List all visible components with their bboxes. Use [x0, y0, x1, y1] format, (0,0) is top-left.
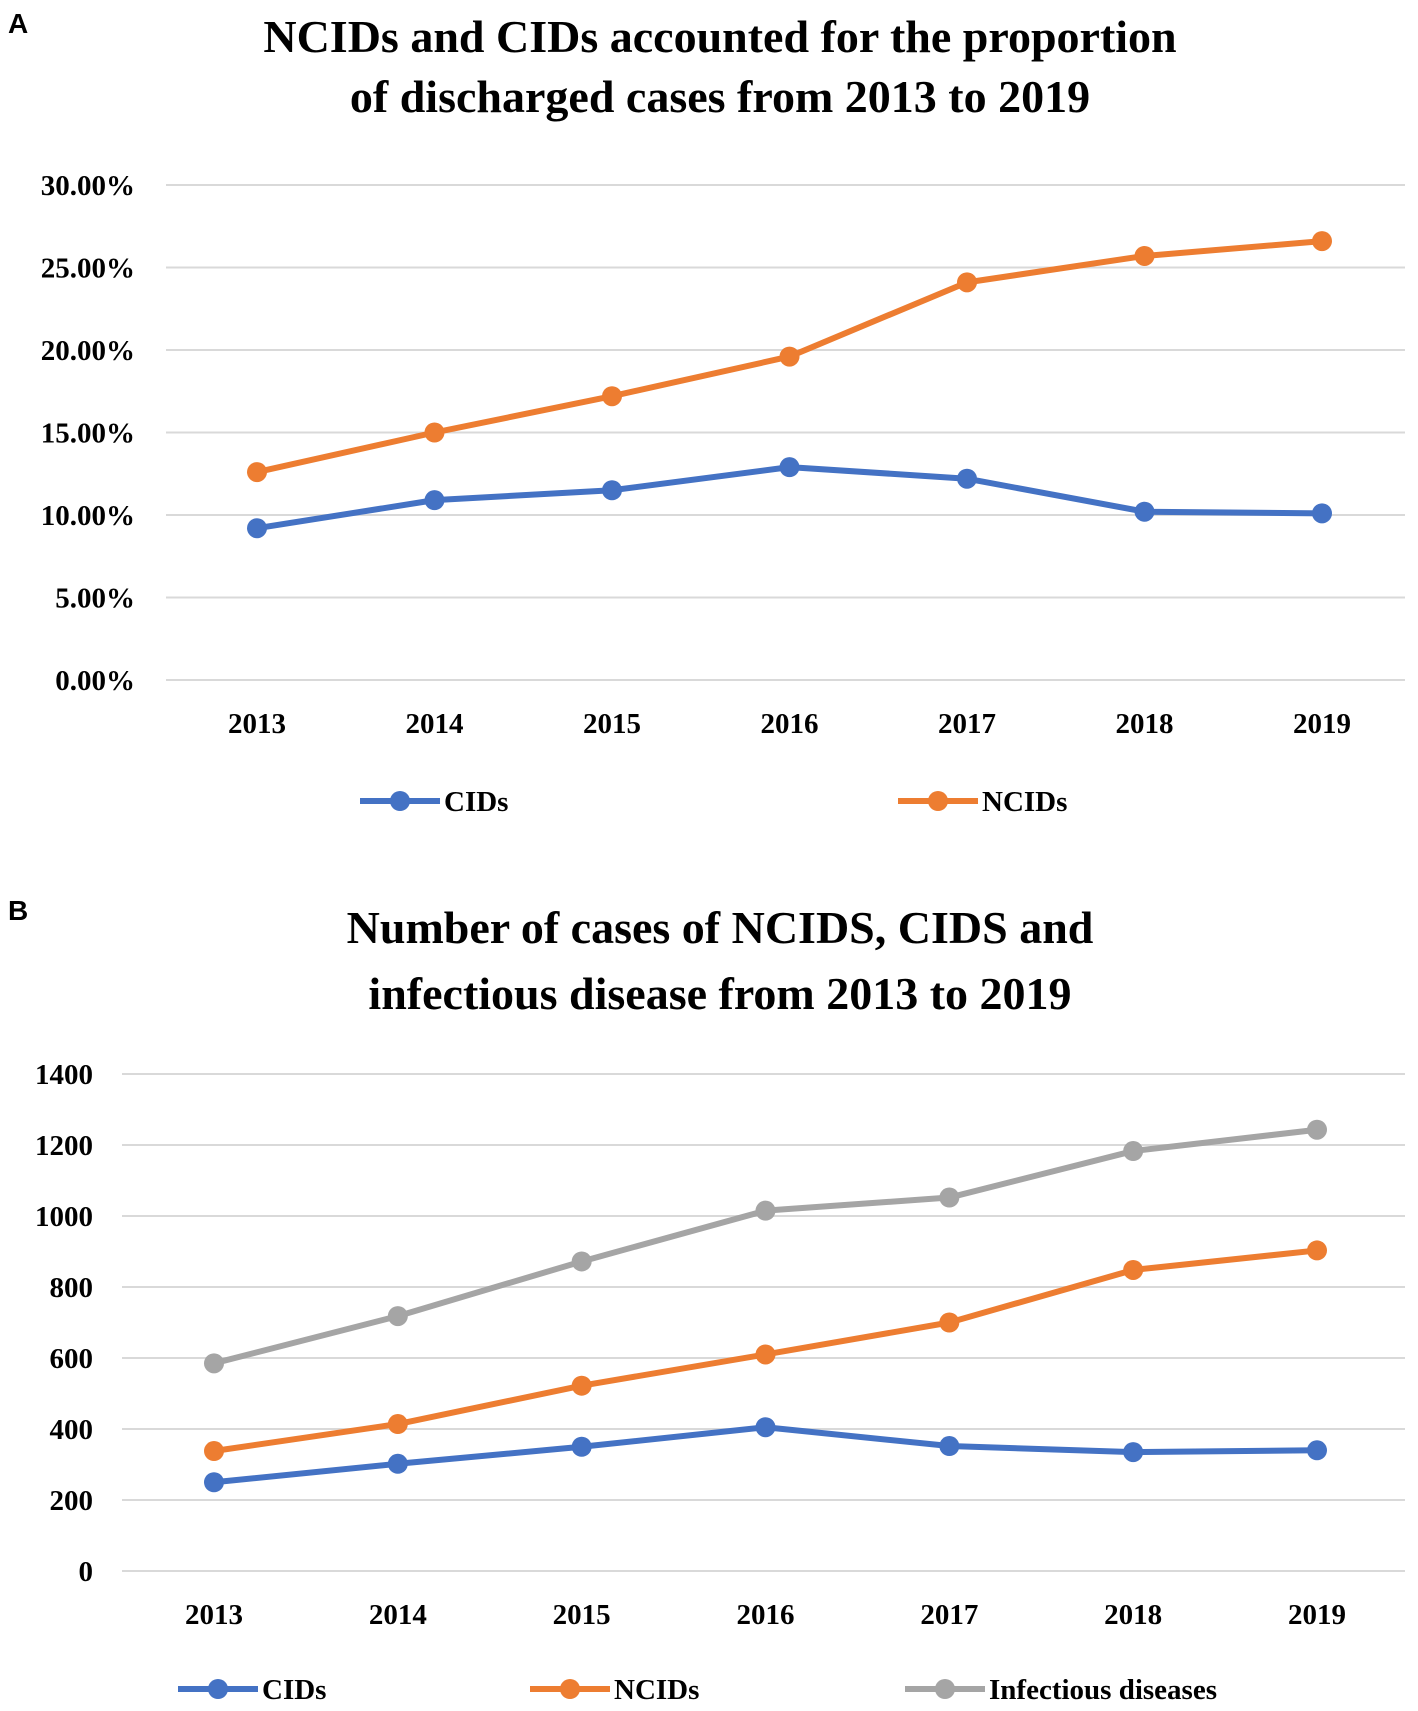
chart-a-data-point	[1134, 245, 1155, 266]
chart-b-y-tick-label: 1200	[35, 1130, 93, 1162]
chart-b-x-tick-label: 2016	[737, 1599, 795, 1631]
chart-b-series-line-infectious-diseases	[211, 1126, 1320, 1367]
chart-b-data-point	[755, 1417, 776, 1438]
chart-b-data-point	[1123, 1141, 1144, 1162]
chart-b-data-point	[755, 1200, 776, 1221]
chart-a-y-tick-label: 25.00%	[41, 253, 135, 285]
chart-b-data-point	[939, 1436, 960, 1457]
chart-b-data-point	[1123, 1442, 1144, 1463]
chart-a-x-tick-label: 2014	[406, 708, 464, 740]
chart-b-legend-label: Infectious diseases	[989, 1674, 1217, 1706]
chart-a-data-point	[1312, 503, 1332, 524]
chart-a-data-point	[957, 468, 977, 489]
chart-b-y-tick-label: 0	[79, 1556, 94, 1588]
chart-b-title-line: Number of cases of NCIDS, CIDS and	[347, 902, 1094, 953]
chart-b-data-point	[1307, 1119, 1327, 1140]
chart-a: NCIDs and CIDs accounted for the proport…	[41, 11, 1405, 818]
chart-a-data-point	[602, 480, 622, 501]
chart-b-data-point	[571, 1375, 592, 1396]
chart-a-y-tick-label: 15.00%	[41, 418, 135, 450]
chart-a-y-tick-label: 20.00%	[41, 335, 135, 367]
chart-a-x-tick-label: 2015	[583, 708, 641, 740]
chart-b-x-tick-label: 2015	[553, 1599, 611, 1631]
chart-a-data-point	[247, 462, 267, 483]
chart-a-legend-marker	[928, 791, 948, 811]
chart-b-data-point	[571, 1251, 592, 1272]
chart-b-y-tick-label: 600	[50, 1343, 94, 1375]
chart-a-y-tick-label: 30.00%	[41, 170, 135, 202]
chart-b-data-point	[204, 1472, 224, 1493]
chart-b-title-line: infectious disease from 2013 to 2019	[368, 968, 1071, 1019]
chart-b-legend-marker	[208, 1679, 228, 1699]
chart-a-y-tick-label: 5.00%	[55, 583, 135, 615]
chart-b-y-tick-label: 200	[50, 1485, 94, 1517]
chart-a-x-tick-label: 2018	[1116, 708, 1174, 740]
chart-a-data-point	[1134, 501, 1155, 522]
chart-a-data-point	[1312, 231, 1332, 252]
chart-b-y-tick-label: 1000	[35, 1201, 93, 1233]
chart-b-x-tick-label: 2013	[185, 1599, 243, 1631]
chart-a-y-tick-label: 0.00%	[55, 665, 135, 697]
chart-a-title-line: NCIDs and CIDs accounted for the proport…	[263, 11, 1176, 62]
chart-a-y-tick-label: 10.00%	[41, 500, 135, 532]
chart-b-x-tick-label: 2019	[1288, 1599, 1346, 1631]
chart-a-data-point	[247, 518, 267, 539]
chart-b-data-point	[1123, 1259, 1144, 1280]
chart-a-legend-label: CIDs	[444, 786, 508, 818]
chart-b: Number of cases of NCIDS, CIDS and infect…	[35, 902, 1405, 1706]
chart-a-x-tick-label: 2016	[761, 708, 819, 740]
chart-b-data-point	[939, 1312, 960, 1333]
chart-a-x-tick-label: 2013	[228, 708, 286, 740]
chart-a-x-tick-label: 2017	[938, 708, 996, 740]
chart-b-legend-marker	[935, 1679, 955, 1699]
chart-b-y-tick-label: 800	[50, 1272, 94, 1304]
chart-b-y-tick-label: 400	[50, 1414, 94, 1446]
chart-a-x-tick-label: 2019	[1293, 708, 1351, 740]
chart-b-data-point	[204, 1441, 224, 1462]
chart-a-title-line: of discharged cases from 2013 to 2019	[350, 71, 1090, 122]
chart-b-x-tick-label: 2017	[920, 1599, 978, 1631]
chart-b-legend-label: NCIDs	[614, 1674, 699, 1706]
chart-a-legend-marker	[390, 791, 410, 811]
chart-b-data-point	[387, 1306, 408, 1327]
chart-b-data-point	[939, 1187, 960, 1208]
chart-a-data-point	[424, 422, 445, 443]
panel-label-b: B	[8, 895, 29, 926]
panel-label-a: A	[8, 8, 29, 39]
chart-a-data-point	[779, 457, 800, 478]
chart-b-legend-label: CIDs	[262, 1674, 326, 1706]
chart-b-x-tick-label: 2018	[1104, 1599, 1162, 1631]
chart-b-data-point	[571, 1436, 592, 1457]
chart-b-legend-marker	[560, 1679, 580, 1699]
chart-b-data-point	[387, 1414, 408, 1435]
chart-a-legend-label: NCIDs	[982, 786, 1067, 818]
chart-a-data-point	[424, 490, 445, 511]
chart-b-data-point	[755, 1344, 776, 1365]
chart-b-data-point	[204, 1353, 224, 1374]
chart-b-data-point	[387, 1453, 408, 1474]
chart-a-data-point	[957, 272, 977, 293]
chart-b-x-tick-label: 2014	[369, 1599, 427, 1631]
chart-b-data-point	[1307, 1240, 1327, 1261]
chart-b-y-tick-label: 1400	[35, 1059, 93, 1091]
chart-a-data-point	[602, 386, 622, 407]
chart-b-data-point	[1307, 1440, 1327, 1461]
chart-a-data-point	[779, 346, 800, 367]
